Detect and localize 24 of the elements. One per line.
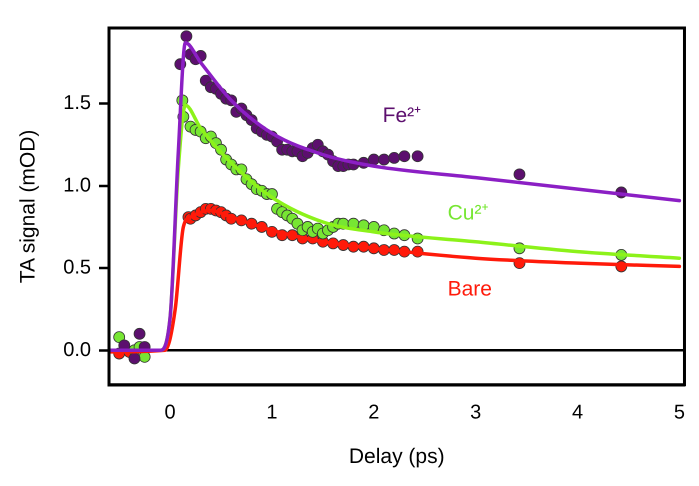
y-tick-label: 1.5: [63, 92, 92, 114]
x-tick-label: 0: [164, 401, 176, 424]
x-tick-label: 4: [572, 401, 584, 424]
point: [134, 328, 146, 340]
x-tick-label: 1: [266, 401, 278, 424]
point: [113, 331, 126, 344]
y-axis-title: TA signal (mOD): [16, 130, 40, 284]
x-tick-label: 2: [368, 401, 380, 424]
series-label: Bare: [448, 277, 492, 300]
series-label: Fe²⁺: [382, 104, 422, 128]
y-tick-label: 0.5: [63, 256, 92, 279]
y-tick-label: 1.0: [63, 174, 92, 196]
point: [398, 150, 410, 162]
point: [128, 352, 140, 364]
point: [388, 152, 400, 164]
point: [412, 150, 424, 162]
point: [378, 154, 390, 166]
x-axis-title: Delay (ps): [348, 445, 445, 468]
point: [180, 30, 192, 42]
point: [514, 168, 526, 180]
y-tick-label: 0.0: [63, 338, 92, 361]
series-label: Cu²⁺: [448, 201, 488, 224]
x-tick-label: 3: [470, 401, 482, 424]
x-tick-label: 5: [674, 401, 685, 424]
